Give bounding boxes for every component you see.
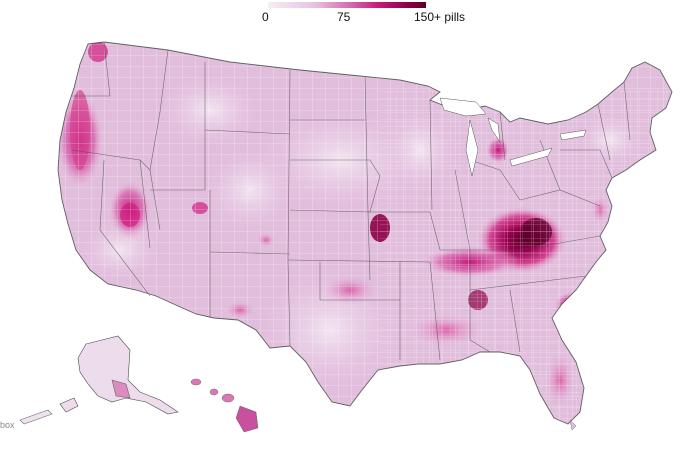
contiguous-us <box>58 42 672 424</box>
great-lakes <box>439 97 587 177</box>
hawaii <box>190 378 259 433</box>
legend: 0 75 150+ pills <box>0 0 680 26</box>
legend-min-label: 0 <box>262 10 269 24</box>
state-borders <box>57 41 673 425</box>
credit-text: box <box>0 420 15 430</box>
legend-color-bar <box>268 2 426 8</box>
coastline-details <box>569 419 577 431</box>
alaska <box>19 335 179 425</box>
legend-mid-label: 75 <box>337 10 351 24</box>
legend-max-label: 150+ pills <box>414 10 466 24</box>
